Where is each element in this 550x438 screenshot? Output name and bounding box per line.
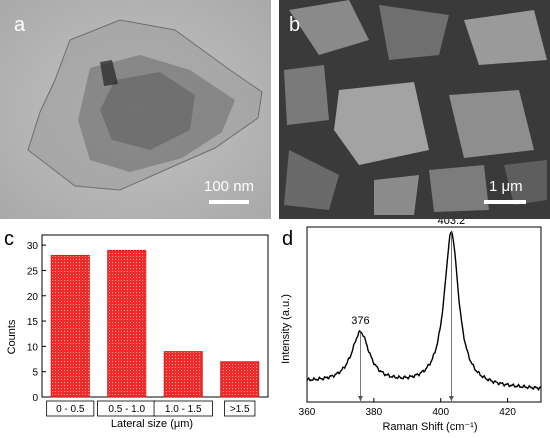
scale-bar-a <box>209 200 249 204</box>
flake <box>334 82 429 165</box>
tem-image-drawing <box>0 0 271 219</box>
flake <box>284 150 339 210</box>
flake <box>289 0 369 55</box>
flake <box>284 65 329 125</box>
x-tick-label: 360 <box>299 407 316 418</box>
raman-spectrum-chart: 360 380 400 420 376 403.2 Intensity (a.u.) R… <box>280 219 542 433</box>
sem-image: b 1 μm <box>279 0 550 219</box>
y-tick-label: 0 <box>32 393 38 404</box>
panel-c-label: c <box>4 228 14 250</box>
plot-frame <box>306 226 542 403</box>
y-tick-label: 25 <box>27 266 39 277</box>
lateral-size-histogram: 0 5 10 15 20 25 30 0 - 0.5 0.5 - 1.0 1.0 - 1.5 >1.… <box>6 234 269 430</box>
peak-label: 376 <box>351 315 369 327</box>
category-label-box <box>46 400 95 417</box>
scale-bar-label-b: 1 μm <box>489 178 523 195</box>
y-tick-label: 5 <box>32 368 38 379</box>
y-axis-label: Counts <box>6 319 18 354</box>
sem-image-drawing <box>279 0 550 219</box>
flake <box>429 165 489 212</box>
y-tick-label: 30 <box>27 241 39 252</box>
plot-frame <box>41 234 269 398</box>
peak-label: 403.2 <box>438 219 466 227</box>
histogram-bar <box>107 249 147 398</box>
tem-image: a 100 nm <box>0 0 271 219</box>
graphene-sheet-inner <box>78 55 235 172</box>
y-tick-label: 15 <box>27 317 39 328</box>
x-tick-label: 0 - 0.5 <box>56 404 85 415</box>
panel-b-label: b <box>289 14 301 36</box>
graphene-sheet-core <box>100 72 195 150</box>
flake <box>449 90 534 158</box>
x-tick-label: 1.0 - 1.5 <box>165 404 202 415</box>
flake <box>379 5 449 60</box>
category-label-box <box>224 400 256 417</box>
x-tick-label: >1.5 <box>230 404 250 415</box>
y-axis-label: Intensity (a.u.) <box>280 294 292 364</box>
flake <box>504 160 547 205</box>
x-axis-label: Lateral size (μm) <box>111 418 193 430</box>
peak-marker-arrowhead <box>357 396 363 401</box>
panel-d-label: d <box>282 228 294 250</box>
peak-marker-arrowhead <box>448 396 454 401</box>
x-tick-label: 420 <box>499 407 516 418</box>
x-tick-label: 380 <box>366 407 383 418</box>
flake <box>464 10 547 65</box>
y-tick-label: 10 <box>27 342 39 353</box>
flake <box>374 175 419 215</box>
y-tick-label: 20 <box>27 292 39 303</box>
scale-bar-b <box>484 200 526 204</box>
graphene-fold <box>100 60 118 86</box>
panel-a-label: a <box>14 14 26 36</box>
scale-bar-label-a: 100 nm <box>204 178 255 195</box>
x-tick-label: 0.5 - 1.0 <box>108 404 145 415</box>
x-tick-label: 400 <box>432 407 449 418</box>
spectrum-line <box>306 230 542 392</box>
histogram-bar <box>50 254 90 398</box>
category-label-box <box>153 400 213 417</box>
x-axis-label: Raman Shift (cm⁻¹) <box>382 421 477 433</box>
histogram-bar <box>220 361 260 398</box>
histogram-bar <box>163 351 203 398</box>
